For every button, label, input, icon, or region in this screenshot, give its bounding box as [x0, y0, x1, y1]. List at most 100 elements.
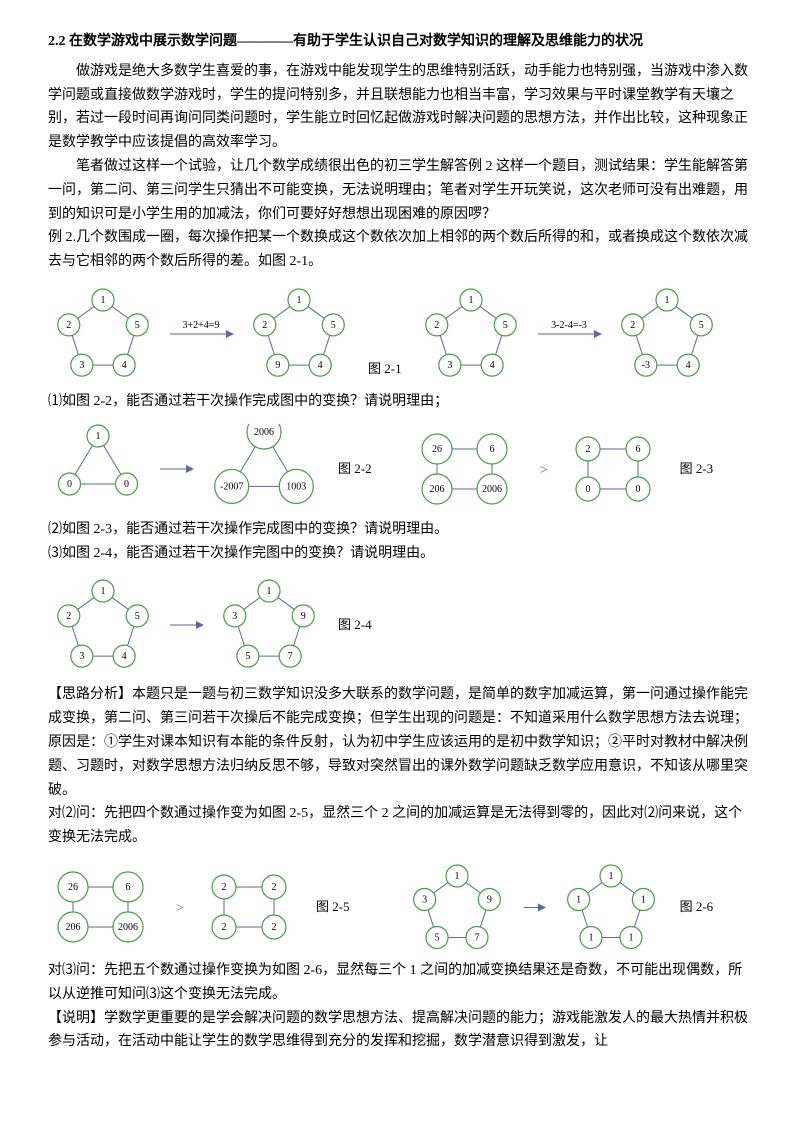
fig22-tri-a: 1 0 0	[48, 424, 148, 514]
svg-text:2: 2	[222, 882, 227, 893]
paragraph-2: 笔者做过这样一个试验，让几个数学成绩很出色的初三学生解答例 2 这样一个题目，测…	[48, 155, 752, 226]
svg-text:4: 4	[489, 360, 494, 371]
fig23-arrow: >	[530, 429, 558, 509]
svg-text:3+2+4=9: 3+2+4=9	[183, 320, 220, 331]
svg-text:1003: 1003	[286, 481, 306, 492]
svg-text:26: 26	[432, 444, 442, 455]
svg-text:5: 5	[245, 651, 250, 662]
fig25-sq-a: 2662062006	[48, 867, 158, 947]
svg-text:4: 4	[122, 651, 127, 662]
fig23-sq-b: 2 6 0 0	[566, 429, 666, 509]
svg-text:6: 6	[126, 882, 131, 893]
fig21-arrow-2: 3-2-4=-3	[534, 284, 604, 384]
svg-text:1: 1	[628, 932, 633, 943]
fig26-label: 图 2-6	[680, 896, 714, 918]
svg-text:0: 0	[635, 484, 640, 495]
svg-text:2006: 2006	[482, 484, 502, 495]
question-3: ⑶如图 2-4，能否通过若干次操作完图中的变换？请说明理由。	[48, 542, 752, 566]
svg-text:-3: -3	[641, 360, 649, 371]
svg-text:2: 2	[66, 320, 71, 331]
fig21-arrow-1: 3+2+4=9	[166, 284, 236, 384]
svg-text:3: 3	[422, 894, 427, 905]
svg-text:6: 6	[635, 444, 640, 455]
svg-text:1: 1	[96, 431, 101, 442]
svg-text:3: 3	[79, 651, 84, 662]
fig25-arrow: >	[166, 867, 194, 947]
fig24-arrow	[166, 575, 206, 675]
fig22-arrow	[156, 424, 196, 514]
section-title: 2.2 在数学游戏中展示数学问题————有助于学生认识自己对数学知识的理解及思维…	[48, 30, 752, 54]
figure-2-5-6-row: 2662062006 > 2222 图 2-5 13579 11111 图 2-…	[48, 860, 752, 955]
svg-text:9: 9	[301, 611, 306, 622]
paragraph-1: 做游戏是绝大多数学生喜爱的事，在游戏中能发现学生的思维特别活跃，动手能力也特别强…	[48, 60, 752, 155]
fig21-penta-d: 12-345	[612, 284, 722, 384]
svg-text:5: 5	[135, 320, 140, 331]
analysis-2a: 对⑵问：先把四个数通过操作变为如图 2-5，显然三个 2 之间的加减运算是无法得…	[48, 802, 752, 850]
svg-text:0: 0	[585, 484, 590, 495]
figure-2-1-row: 1 2 3 4 5 3+2+4=9 1 2 9 4 5 图 2-1 1 2 3 4 5 3-2-4=-3…	[48, 284, 752, 384]
svg-text:26: 26	[68, 882, 78, 893]
svg-text:2: 2	[272, 882, 277, 893]
svg-text:1: 1	[267, 586, 272, 597]
svg-text:5: 5	[502, 320, 507, 331]
svg-text:7: 7	[474, 932, 479, 943]
svg-text:3: 3	[232, 611, 237, 622]
svg-text:4: 4	[318, 360, 323, 371]
svg-text:3-2-4=-3: 3-2-4=-3	[551, 320, 587, 331]
svg-text:206: 206	[429, 484, 444, 495]
question-2: ⑵如图 2-3，能否通过若干次操作完成图中的变换？请说明理由。	[48, 518, 752, 542]
figure-2-2-3-row: 100 2006-20071003 图 2-2 2662062006 > 260…	[48, 424, 752, 514]
fig21-penta-b: 1 2 9 4 5	[244, 284, 354, 384]
svg-text:0: 0	[124, 479, 129, 490]
svg-text:1: 1	[101, 586, 106, 597]
svg-text:1: 1	[588, 932, 593, 943]
svg-text:7: 7	[288, 651, 293, 662]
analysis-3: 对⑶问：先把五个数通过操作变换为如图 2-6，显然每三个 1 之间的加减变换结果…	[48, 959, 752, 1007]
svg-text:2: 2	[585, 444, 590, 455]
svg-text:9: 9	[486, 894, 491, 905]
svg-text:2: 2	[262, 320, 267, 331]
svg-text:3: 3	[447, 360, 452, 371]
fig26-penta-b: 1 1 1 1 1	[556, 860, 666, 955]
fig21-penta-a: 1 2 3 4 5	[48, 284, 158, 384]
svg-text:0: 0	[67, 479, 72, 490]
fig24-penta-b: 1 3 5 7 9	[214, 575, 324, 675]
example-2-statement: 例 2.几个数围成一圈，每次操作把某一个数换成这个数依次加上相邻的两个数后所得的…	[48, 226, 752, 274]
fig25-sq-b: 2222	[202, 867, 302, 947]
fig26-arrow	[520, 860, 548, 955]
svg-text:-2007: -2007	[220, 481, 243, 492]
fig22-label: 图 2-2	[338, 458, 372, 480]
fig24-label: 图 2-4	[338, 614, 372, 636]
svg-text:1: 1	[576, 894, 581, 905]
fig25-label: 图 2-5	[316, 896, 350, 918]
fig21-label: 图 2-1	[368, 358, 402, 380]
svg-text:5: 5	[434, 932, 439, 943]
svg-text:2: 2	[66, 611, 71, 622]
svg-text:2: 2	[434, 320, 439, 331]
svg-text:2006: 2006	[254, 427, 274, 438]
svg-text:5: 5	[331, 320, 336, 331]
svg-text:1: 1	[297, 295, 302, 306]
svg-text:2006: 2006	[118, 922, 138, 933]
fig22-tri-b: 2006 -2007 1003	[204, 424, 324, 514]
svg-text:2: 2	[630, 320, 635, 331]
svg-text:1: 1	[454, 871, 459, 882]
fig23-label: 图 2-3	[680, 458, 714, 480]
svg-text:>: >	[540, 463, 548, 478]
svg-text:1: 1	[468, 295, 473, 306]
svg-text:1: 1	[640, 894, 645, 905]
note: 【说明】学数学更重要的是学会解决问题的数学思想方法、提高解决问题的能力；游戏能激…	[48, 1007, 752, 1055]
figure-2-4-row: 1 2 3 4 5 1 3 5 7 9 图 2-4	[48, 575, 752, 675]
question-1: ⑴如图 2-2，能否通过若干次操作完成图中的变换？请说明理由；	[48, 390, 752, 414]
fig21-penta-c: 1 2 3 4 5	[416, 284, 526, 384]
svg-text:4: 4	[122, 360, 127, 371]
svg-text:9: 9	[275, 360, 280, 371]
svg-text:3: 3	[79, 360, 84, 371]
svg-text:5: 5	[698, 320, 703, 331]
fig23-sq-a: 26 6 206 2006	[412, 429, 522, 509]
svg-text:6: 6	[489, 444, 494, 455]
svg-text:1: 1	[101, 295, 106, 306]
fig24-penta-a: 12345	[48, 575, 158, 675]
svg-text:4: 4	[685, 360, 690, 371]
svg-text:1: 1	[608, 871, 613, 882]
